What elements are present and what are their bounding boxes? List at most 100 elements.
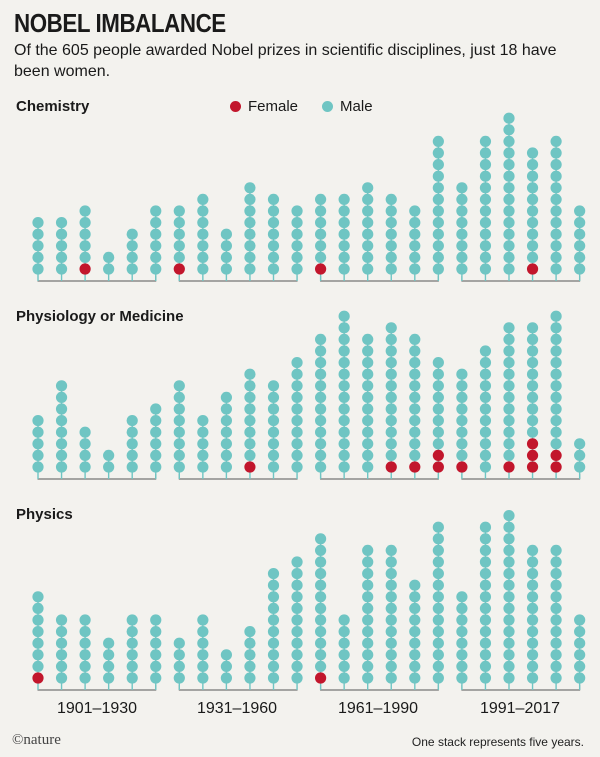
dot-medicine-21-male-8 [503,380,515,392]
dot-chemistry-20-male-2 [479,251,492,263]
dot-physics-11-male-2 [267,660,280,673]
dot-medicine-13-male-1 [315,461,327,473]
era-bracket-chemistry-3 [320,276,439,282]
dot-medicine-24-male-2 [574,449,586,461]
dot-chemistry-19-male-3 [456,240,468,252]
dot-chemistry-18-male-9 [432,170,444,182]
dot-chemistry-22-male-8 [526,182,539,194]
era-label-1: 1901–1930 [56,700,138,717]
dot-chemistry-2-male-5 [55,217,68,229]
dot-physics-7-male-4 [173,637,185,649]
dot-physics-16-male-7 [385,602,397,615]
dot-physics-17-male-8 [409,591,421,603]
dot-medicine-20-male-2 [479,449,492,461]
dot-physics-19-male-2 [456,660,468,673]
dot-physics-23-male-5 [550,626,562,638]
dot-medicine-21-male-13 [503,322,515,334]
dot-chemistry-1-male-4 [32,228,44,240]
dot-physics-12-male-8 [291,591,303,603]
dot-chemistry-11-male-3 [267,240,280,252]
era-bracket-medicine-3 [320,474,439,480]
dot-medicine-2-male-3 [55,438,68,450]
dot-medicine-18-male-6 [432,403,444,415]
dot-medicine-14-male-4 [338,426,350,438]
dot-physics-15-male-7 [362,602,374,615]
dot-physics-23-male-1 [550,672,562,684]
dot-physics-16-male-6 [385,614,397,626]
dot-physics-18-male-14 [432,521,444,533]
dot-chemistry-11-male-1 [267,263,280,275]
dot-chemistry-21-male-2 [503,251,515,263]
dot-physics-18-male-5 [432,626,444,638]
dot-chemistry-11-male-2 [267,251,280,263]
dot-chemistry-20-male-7 [479,193,492,205]
dot-physics-3-male-5 [79,626,91,638]
dot-medicine-13-male-5 [315,415,327,427]
panel-title-medicine: Physiology or Medicine [16,308,184,325]
dot-medicine-12-male-8 [291,380,303,392]
dot-chemistry-20-male-11 [479,147,492,159]
dot-chemistry-23-male-11 [550,147,562,159]
dot-chemistry-15-male-2 [362,251,374,263]
dot-physics-9-male-3 [220,649,232,661]
dot-medicine-16-male-8 [385,380,397,392]
dot-chemistry-7-male-3 [173,240,185,252]
dot-medicine-15-male-12 [362,333,374,345]
dot-physics-24-male-3 [574,649,586,661]
dot-physics-7-male-3 [173,649,185,661]
dot-medicine-10-male-7 [244,391,256,403]
dot-physics-4-male-4 [103,637,115,649]
dot-chemistry-7-male-2 [173,251,185,263]
dot-medicine-16-male-3 [385,438,397,450]
dot-chemistry-13-female-1 [315,263,327,275]
dot-chemistry-21-male-4 [503,228,515,240]
dot-medicine-24-male-3 [574,438,586,450]
dot-physics-20-male-11 [479,556,492,568]
dot-chemistry-20-male-4 [479,228,492,240]
dot-chemistry-11-male-7 [267,193,280,205]
dot-medicine-13-male-12 [315,333,327,345]
dot-medicine-7-male-8 [173,380,185,392]
dot-medicine-12-male-3 [291,438,303,450]
dot-chemistry-19-male-2 [456,251,468,263]
dot-chemistry-18-male-6 [432,205,444,217]
dot-chemistry-21-male-8 [503,182,515,194]
dot-physics-3-male-6 [79,614,91,626]
dot-chemistry-6-male-1 [150,263,162,275]
dot-physics-18-male-11 [432,556,444,568]
dot-chemistry-7-male-6 [173,205,185,217]
dot-chemistry-15-male-4 [362,228,374,240]
dot-physics-15-male-9 [362,579,374,591]
dot-chemistry-8-male-2 [197,251,209,263]
dot-physics-21-male-1 [503,672,515,684]
dot-chemistry-2-male-3 [55,240,68,252]
dot-physics-1-male-3 [32,649,44,661]
dot-physics-23-male-11 [550,556,562,568]
dot-physics-19-male-3 [456,649,468,661]
dot-physics-10-male-1 [244,672,256,684]
dot-physics-16-male-12 [385,544,397,557]
dot-physics-13-male-4 [315,637,327,649]
dot-physics-18-male-7 [432,602,444,615]
dot-physics-22-male-12 [526,544,539,557]
dot-chemistry-19-male-8 [456,182,468,194]
dot-chemistry-22-male-11 [526,147,539,159]
dot-physics-23-male-8 [550,591,562,603]
dot-physics-13-male-9 [315,579,327,591]
dot-chemistry-21-male-1 [503,263,515,275]
dot-medicine-6-male-5 [150,415,162,427]
dot-physics-20-male-13 [479,533,492,545]
dot-physics-12-male-4 [291,637,303,649]
dot-physics-10-male-2 [244,660,256,673]
dot-chemistry-2-male-1 [55,263,68,275]
dot-physics-15-male-2 [362,660,374,673]
dot-medicine-23-male-9 [550,368,562,380]
dot-medicine-16-male-7 [385,391,397,403]
dot-medicine-22-male-5 [526,415,539,427]
dot-chemistry-23-male-2 [550,251,562,263]
dot-physics-1-male-2 [32,660,44,673]
dot-medicine-7-male-1 [173,461,185,473]
dot-medicine-16-male-13 [385,322,397,334]
dot-physics-20-male-9 [479,579,492,591]
dot-medicine-21-male-4 [503,426,515,438]
